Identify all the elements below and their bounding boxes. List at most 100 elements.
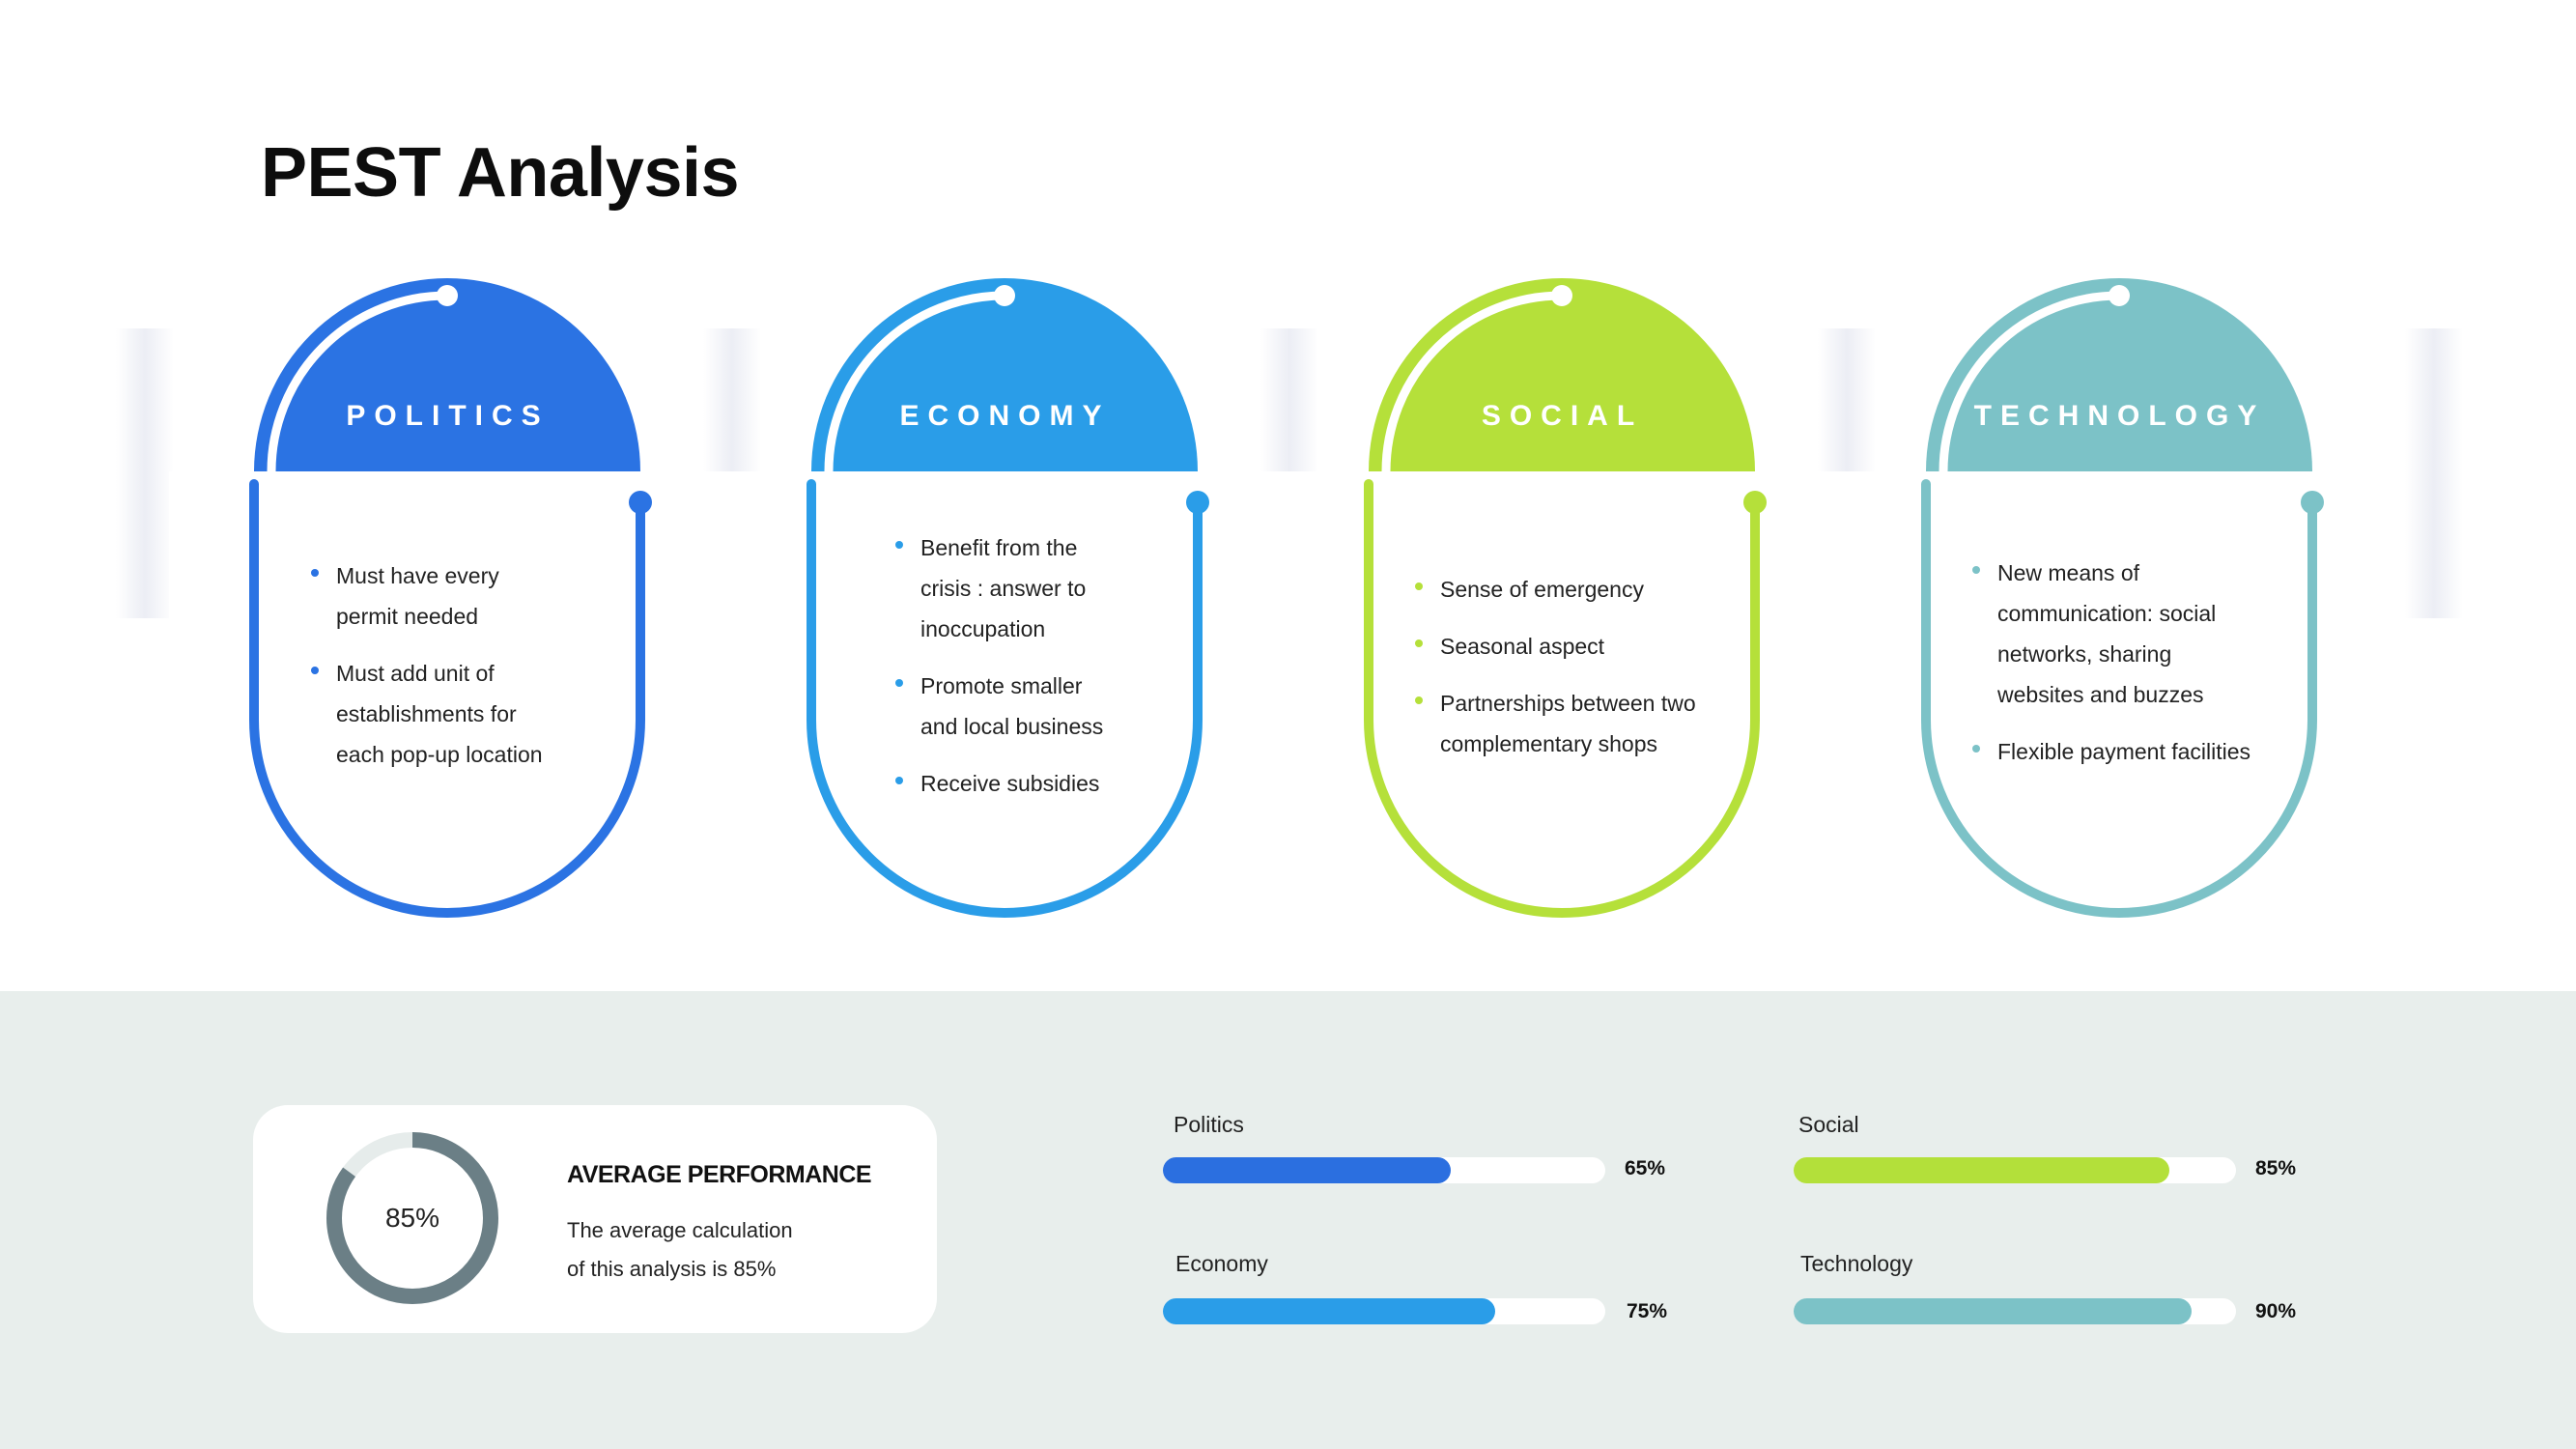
performance-description-line: of this analysis is 85% — [567, 1257, 777, 1281]
bar-label: Politics — [1174, 1112, 1244, 1137]
card-dome — [1926, 278, 2312, 471]
card-politics: POLITICS Must have every permit needed Mus… — [169, 278, 726, 918]
card-economy: ECONOMY Benefit from the crisis : answer … — [726, 278, 1284, 918]
card-shape — [807, 278, 1209, 918]
bullet-dot — [311, 667, 319, 674]
bullet-line: Flexible payment facilities — [1997, 739, 2251, 764]
bullet-item: Seasonal aspect — [1415, 626, 1696, 667]
bullet-dot — [1415, 582, 1423, 590]
bar-value: 90% — [2255, 1300, 2297, 1322]
card-shadow — [2405, 328, 2463, 618]
bar-fill — [1794, 1298, 2193, 1324]
bullet-line: Sense of emergency — [1440, 577, 1644, 602]
bar-label: Economy — [1175, 1251, 1268, 1276]
donut-value: 85% — [384, 1203, 440, 1233]
card-body — [726, 471, 1284, 916]
card-title: TECHNOLOGY — [1973, 400, 2266, 432]
bullet-item: New means of communication: social network… — [1972, 553, 2250, 715]
bullet-dot — [1415, 639, 1423, 647]
bullet-line: Benefit from the — [920, 535, 1078, 560]
card-shadow — [116, 328, 174, 618]
bullet-line: networks, sharing — [1997, 641, 2172, 667]
page-title: PEST Analysis — [261, 134, 740, 212]
card-body — [1841, 471, 2398, 916]
card-shape — [1364, 278, 1767, 918]
card-arc — [267, 291, 452, 476]
bullet-list: Must have every permit needed Must add uni… — [311, 555, 543, 791]
card-arc — [1381, 291, 1567, 476]
card-arc — [824, 291, 1009, 476]
card-shape — [1921, 278, 2324, 918]
bullet-line: and local business — [920, 714, 1104, 739]
card-dome — [254, 278, 640, 471]
bullet-item: Benefit from the crisis : answer to inoccu… — [895, 527, 1103, 649]
bullet-dot — [895, 679, 903, 687]
bullet-dot — [1972, 566, 1980, 574]
performance-donut — [326, 1132, 498, 1304]
card-outline-knob — [629, 491, 652, 514]
bullet-dot — [311, 569, 319, 577]
card-outline-knob — [1743, 491, 1767, 514]
performance-description-line: The average calculation — [567, 1218, 793, 1242]
bullet-list: New means of communication: social network… — [1972, 553, 2250, 788]
bullet-line: crisis : answer to — [920, 576, 1087, 601]
bullet-line: New means of — [1997, 560, 2140, 585]
bar-label: Technology — [1800, 1251, 1913, 1276]
bullet-line: communication: social — [1997, 601, 2217, 626]
card-shape — [249, 278, 652, 918]
bullet-line: websites and buzzes — [1997, 682, 2204, 707]
donut-progress — [326, 1132, 498, 1304]
card-title: ECONOMY — [899, 400, 1111, 432]
bullet-item: Flexible payment facilities — [1972, 731, 2250, 772]
bar-value: 65% — [1625, 1157, 1666, 1179]
bullet-dot — [1972, 745, 1980, 753]
card-social: SOCIAL Sense of emergency Seasonal aspect… — [1284, 278, 1841, 918]
card-title: POLITICS — [346, 400, 550, 432]
card-arc-knob — [1551, 285, 1572, 306]
card-arc-knob — [437, 285, 458, 306]
bullet-item: Must add unit of establishments for each p… — [311, 653, 543, 775]
bar-fill — [1163, 1298, 1495, 1324]
average-performance-card: 85% AVERAGE PERFORMANCE The average calc… — [253, 1105, 937, 1333]
bullet-dot — [895, 777, 903, 784]
card-arc-knob — [994, 285, 1015, 306]
bullet-list: Benefit from the crisis : answer to inoccu… — [895, 527, 1103, 820]
bar-track — [1163, 1298, 1605, 1324]
performance-title: AVERAGE PERFORMANCE — [567, 1161, 872, 1188]
bar-track — [1163, 1157, 1605, 1183]
bar-fill — [1163, 1157, 1451, 1183]
bullet-line: Promote smaller — [920, 673, 1083, 698]
card-outline-knob — [2301, 491, 2324, 514]
bullet-dot — [1415, 696, 1423, 704]
card-title: SOCIAL — [1481, 400, 1644, 432]
card-outline — [807, 479, 1203, 918]
bar-label: Social — [1798, 1112, 1859, 1137]
bullet-line: establishments for — [336, 701, 517, 726]
bar-value: 75% — [1627, 1300, 1668, 1322]
performance-description: The average calculation of this analysis… — [567, 1211, 876, 1289]
bullet-line: Must have every — [336, 563, 499, 588]
card-body — [1284, 471, 1841, 916]
bullet-item: Partnerships between two complementary sh… — [1415, 683, 1696, 764]
bullet-line: Partnerships between two — [1440, 691, 1696, 716]
card-dome — [811, 278, 1198, 471]
bullet-line: inoccupation — [920, 616, 1046, 641]
bar-value: 85% — [2255, 1157, 2297, 1179]
bullet-item: Promote smaller and local business — [895, 666, 1103, 747]
bar-track — [1794, 1157, 2236, 1183]
bullet-item: Must have every permit needed — [311, 555, 543, 637]
bullet-item: Receive subsidies — [895, 763, 1103, 804]
bullet-list: Sense of emergency Seasonal aspect Partner… — [1415, 569, 1696, 781]
bullet-line: Receive subsidies — [920, 771, 1100, 796]
card-arc — [1939, 291, 2124, 476]
card-technology: TECHNOLOGY New means of communication: so… — [1841, 278, 2398, 918]
bar-track — [1794, 1298, 2236, 1324]
bullet-line: Seasonal aspect — [1440, 634, 1605, 659]
card-dome — [1369, 278, 1755, 471]
card-outline — [249, 479, 645, 918]
card-outline — [1364, 479, 1760, 918]
card-outline-knob — [1186, 491, 1209, 514]
bullet-line: complementary shops — [1440, 731, 1657, 756]
card-outline — [1921, 479, 2317, 918]
bar-fill — [1794, 1157, 2170, 1183]
